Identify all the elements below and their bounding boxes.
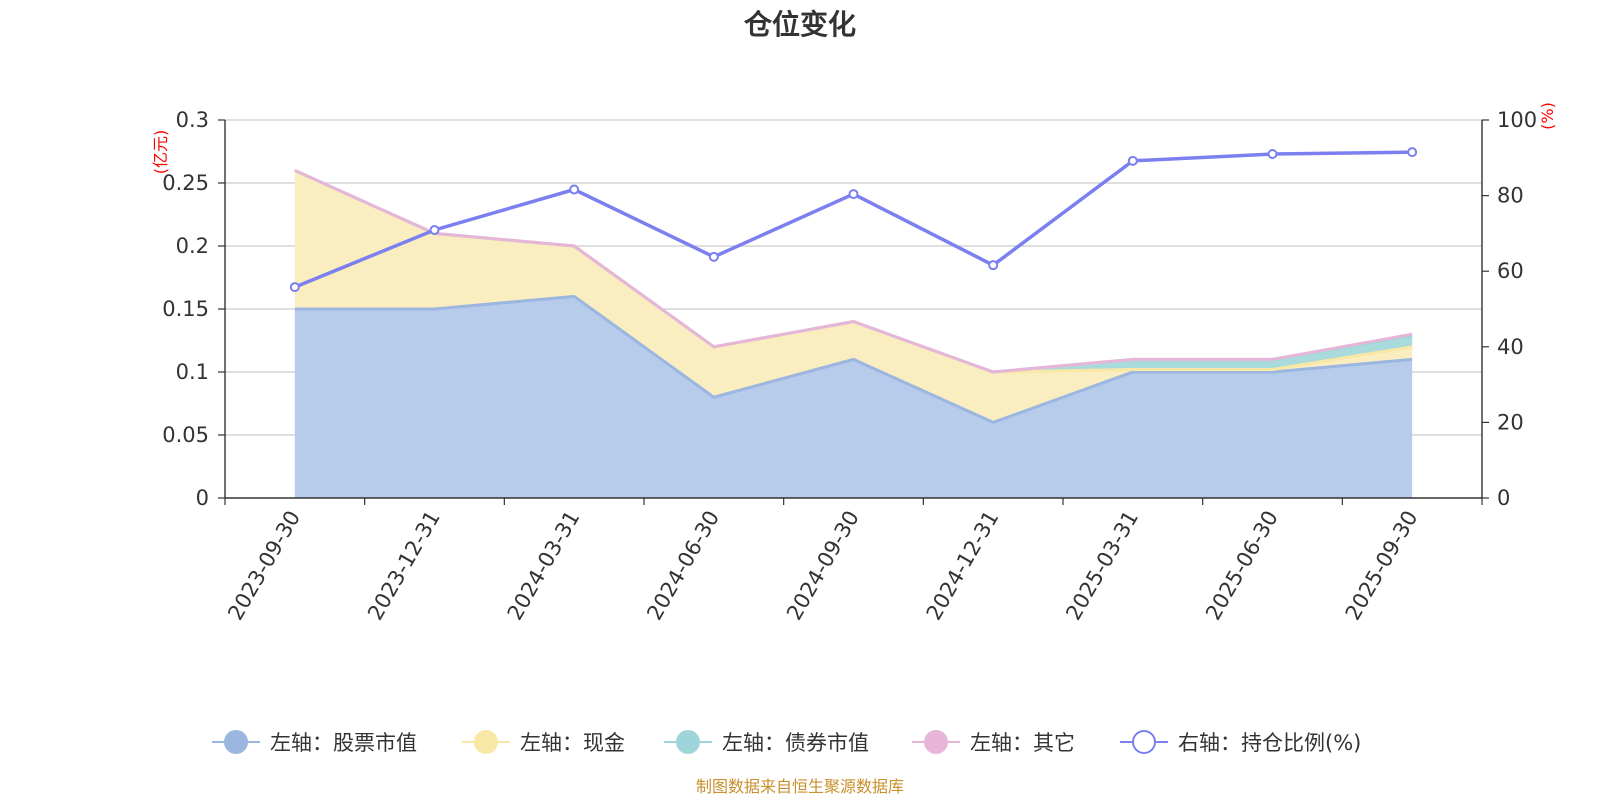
legend-marker bbox=[474, 730, 498, 754]
ratio-point bbox=[1267, 149, 1278, 160]
left-axis-tick-label: 0.25 bbox=[162, 171, 209, 195]
x-axis-tick-label: 2024-12-31 bbox=[922, 507, 1004, 625]
legend-marker bbox=[1132, 730, 1156, 754]
ratio-point bbox=[1127, 155, 1138, 166]
chart-title: 仓位变化 bbox=[744, 8, 856, 41]
legend-marker bbox=[224, 730, 248, 754]
legend-marker bbox=[924, 730, 948, 754]
area-1 bbox=[294, 170, 1413, 423]
ratio-point bbox=[1407, 147, 1418, 158]
legend-label: 左轴：现金 bbox=[520, 731, 625, 755]
ratio-point bbox=[988, 260, 999, 271]
x-axis-tick-label: 2024-06-30 bbox=[642, 507, 724, 625]
ratio-point bbox=[289, 282, 300, 293]
right-axis-tick-label: 100 bbox=[1497, 108, 1537, 132]
left-axis-tick-label: 0.3 bbox=[176, 108, 209, 132]
left-axis-unit: (亿元) bbox=[151, 130, 170, 175]
line-series bbox=[289, 147, 1418, 293]
x-axis-tick-label: 2023-09-30 bbox=[223, 507, 305, 625]
right-axis-tick-label: 40 bbox=[1497, 335, 1524, 359]
ratio-point bbox=[429, 224, 440, 235]
legend-label: 左轴：其它 bbox=[970, 731, 1075, 755]
left-axis-tick-label: 0 bbox=[196, 486, 209, 510]
legend-label: 左轴：债券市值 bbox=[722, 731, 869, 755]
x-axis-tick-label: 2025-09-30 bbox=[1341, 507, 1423, 625]
source-note: 制图数据来自恒生聚源数据库 bbox=[696, 777, 904, 796]
area-0 bbox=[294, 296, 1413, 498]
ratio-point bbox=[708, 251, 719, 262]
legend-label: 右轴：持仓比例(%) bbox=[1178, 731, 1361, 755]
right-axis-unit: (%) bbox=[1538, 102, 1557, 130]
area-line-3 bbox=[294, 169, 1413, 374]
ratio-point bbox=[848, 189, 859, 200]
area-line-0 bbox=[294, 294, 1413, 425]
legend-label: 左轴：股票市值 bbox=[270, 731, 417, 755]
legend-marker bbox=[676, 730, 700, 754]
area-series bbox=[294, 169, 1413, 498]
x-axis-tick-label: 2024-09-30 bbox=[782, 507, 864, 625]
left-axis-tick-label: 0.05 bbox=[162, 423, 209, 447]
ratio-point bbox=[569, 184, 580, 195]
legend: 左轴：股票市值 左轴：现金 左轴：债券市值 左轴：其它 右轴：持仓比例(%) bbox=[212, 730, 1361, 755]
right-axis-tick-label: 60 bbox=[1497, 259, 1524, 283]
x-axis-tick-label: 2024-03-31 bbox=[503, 507, 585, 625]
x-axis-tick-label: 2025-06-30 bbox=[1201, 507, 1283, 625]
right-axis-tick-label: 20 bbox=[1497, 410, 1524, 434]
x-axis-tick-label: 2025-03-31 bbox=[1061, 507, 1143, 625]
right-axis-tick-label: 80 bbox=[1497, 184, 1524, 208]
left-axis-tick-label: 0.1 bbox=[176, 360, 209, 384]
left-axis-tick-label: 0.15 bbox=[162, 297, 209, 321]
left-axis-tick-label: 0.2 bbox=[176, 234, 209, 258]
right-axis-tick-label: 0 bbox=[1497, 486, 1510, 510]
x-axis-tick-label: 2023-12-31 bbox=[363, 507, 445, 625]
